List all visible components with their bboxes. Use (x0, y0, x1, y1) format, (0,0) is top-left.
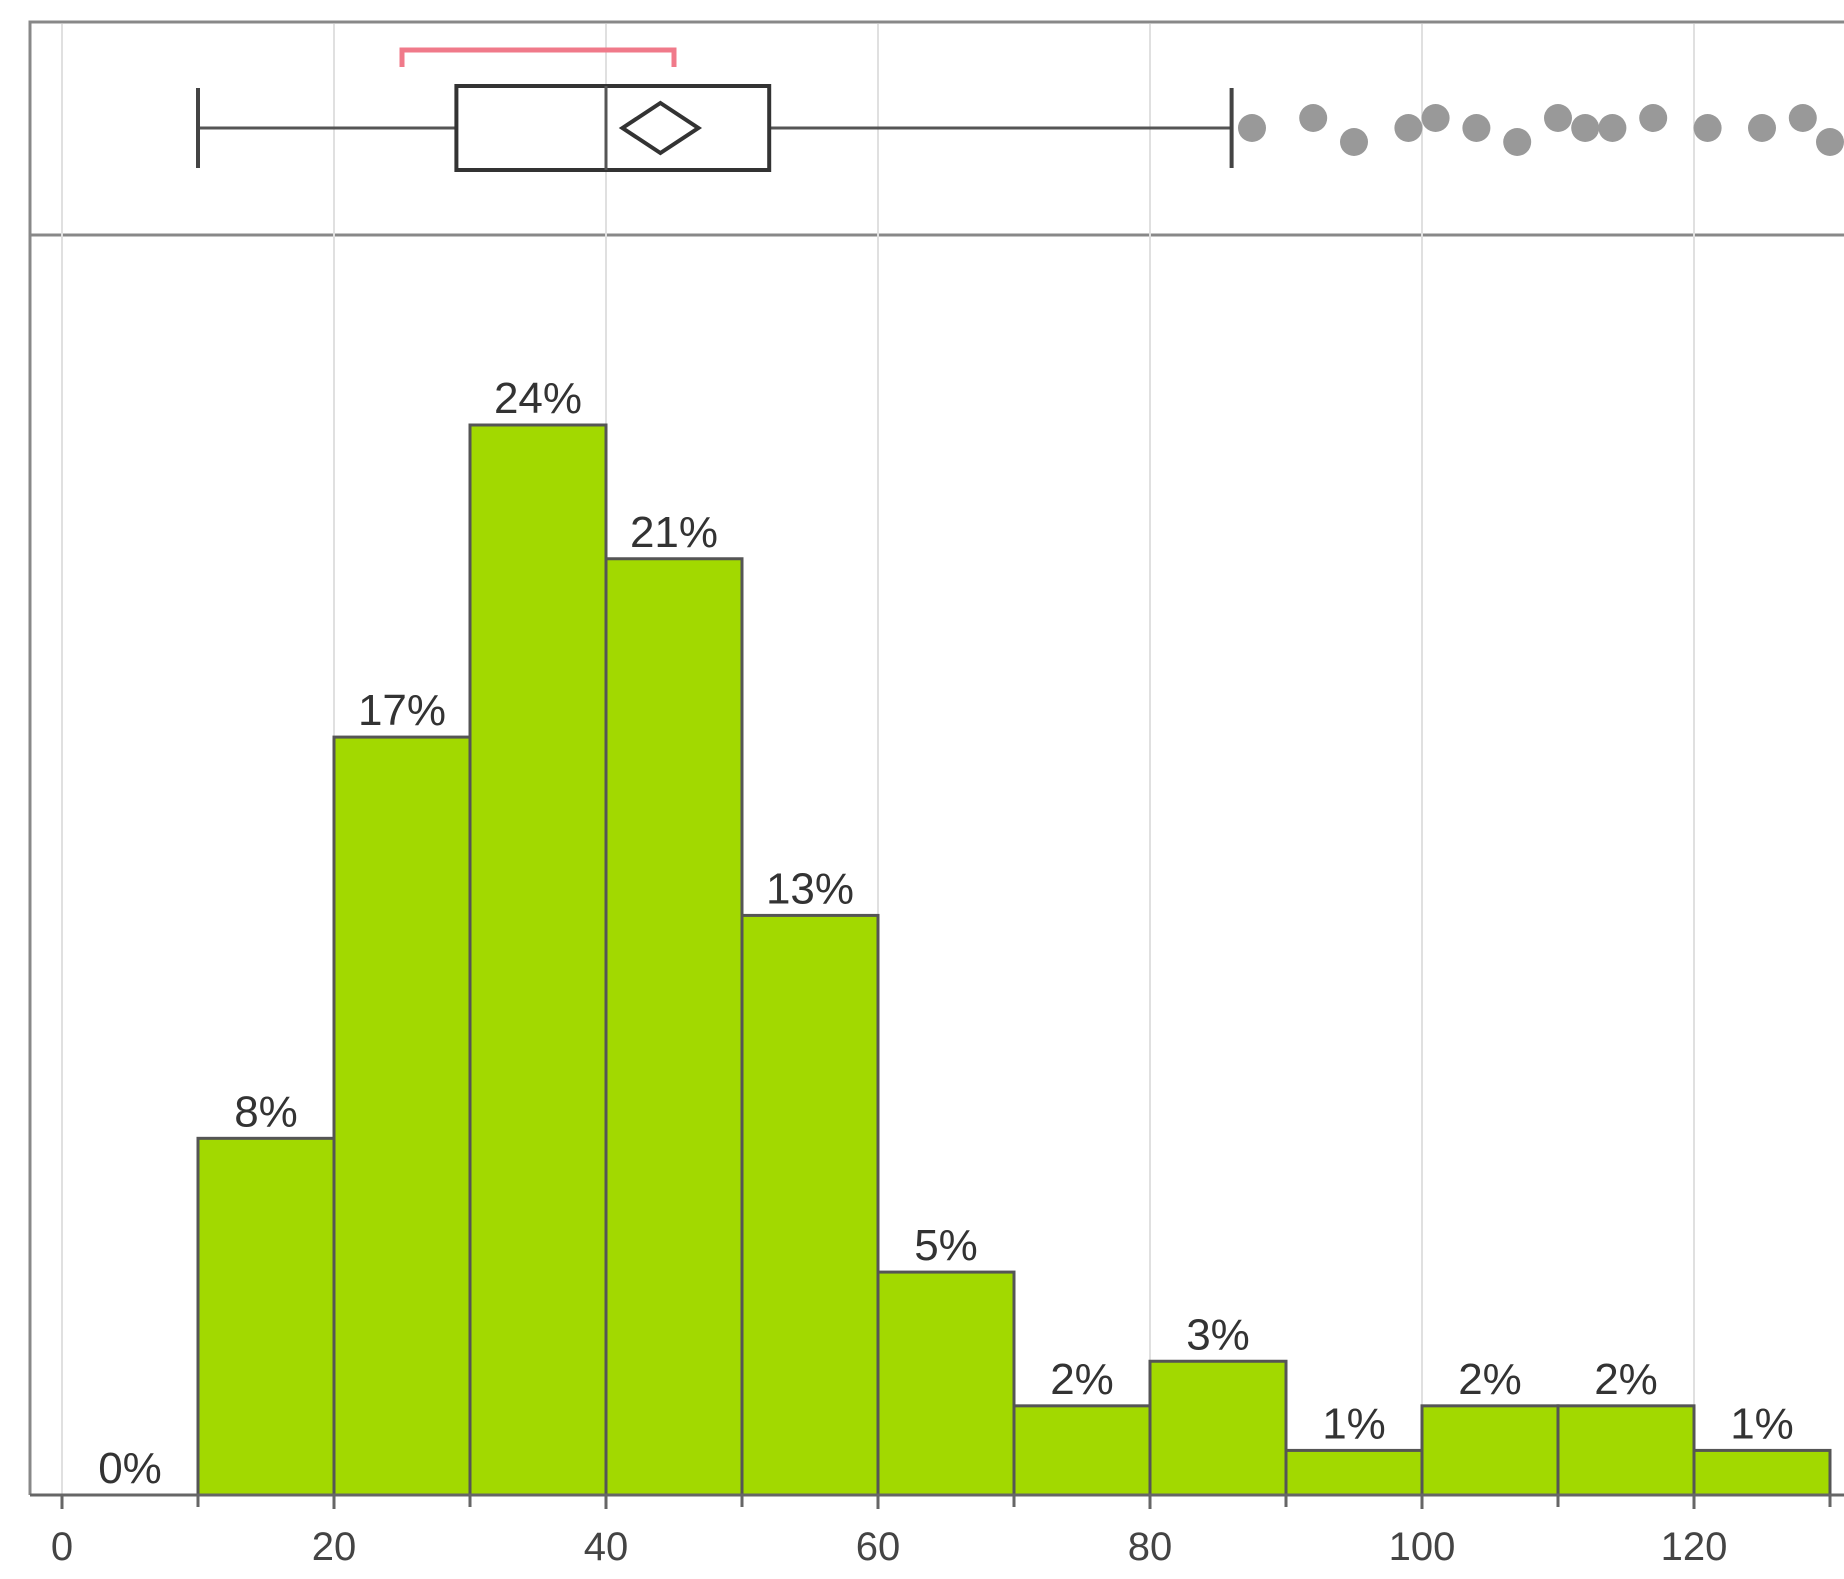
bar-label-50-60: 13% (766, 864, 854, 913)
x-tick-label-0: 0 (51, 1525, 73, 1569)
outlier-point (1544, 104, 1572, 132)
outlier-point (1421, 104, 1450, 132)
outlier-point (1503, 128, 1532, 156)
bar-20-30 (332, 735, 472, 1497)
bar-label-110-120: 2% (1594, 1355, 1658, 1404)
bar-100-110 (1420, 1404, 1560, 1497)
bar-label-30-40: 24% (494, 374, 582, 423)
outlier-point (1639, 104, 1668, 132)
boxplot-panel-border (28, 20, 1844, 237)
bar-50-60 (740, 913, 880, 1497)
bar-120-130 (1692, 1448, 1832, 1497)
plot-frame (28, 20, 1844, 1495)
bar-90-100 (1284, 1448, 1424, 1497)
outlier-point (1693, 114, 1722, 142)
bar-label-100-110: 2% (1458, 1355, 1522, 1404)
bar-label-60-70: 5% (914, 1221, 978, 1270)
bar-label-20-30: 17% (358, 686, 446, 735)
x-tick-label-40: 40 (584, 1525, 629, 1569)
outlier-point (1299, 104, 1328, 132)
boxplot-panel (196, 47, 1844, 172)
bar-label-80-90: 3% (1186, 1310, 1250, 1359)
bar-label-40-50: 21% (630, 508, 718, 557)
bar-30-40 (468, 423, 608, 1497)
bar-label-120-130: 1% (1730, 1399, 1794, 1448)
outlier-point (1238, 114, 1266, 142)
mean-diamond (618, 100, 703, 156)
x-tick-label-60: 60 (856, 1525, 901, 1569)
x-axis: 0 20 40 60 80 100 120 (30, 1493, 1844, 1569)
histogram-bars (196, 423, 1832, 1497)
bar-60-70 (876, 1270, 1016, 1497)
x-tick-label-120: 120 (1661, 1525, 1728, 1569)
bar-value-labels: 0% 8% 17% 24% 21% 13% 5% 2% 3% 1% 2% 2% 1% (98, 374, 1794, 1493)
bar-70-80 (1012, 1404, 1152, 1497)
bar-label-70-80: 2% (1050, 1355, 1114, 1404)
outlier-point (1340, 128, 1368, 156)
bar-110-120 (1556, 1404, 1696, 1497)
outlier-point (1816, 128, 1844, 156)
bar-label-90-100: 1% (1322, 1399, 1386, 1448)
outlier-point (1748, 114, 1776, 142)
outlier-point (1462, 114, 1491, 142)
outlier-point (1788, 104, 1817, 132)
outlier-point (1571, 114, 1600, 142)
x-tick-label-100: 100 (1389, 1525, 1456, 1569)
bar-40-50 (604, 557, 744, 1497)
bar-10-20 (196, 1136, 336, 1497)
iqr-box (454, 84, 772, 172)
x-tick-label-80: 80 (1128, 1525, 1173, 1569)
bar-label-0-10: 0% (98, 1444, 162, 1493)
bar-80-90 (1148, 1359, 1288, 1497)
mean-ci-bracket (399, 47, 677, 67)
bar-label-10-20: 8% (234, 1087, 298, 1136)
outlier-point (1598, 114, 1627, 142)
x-tick-label-20: 20 (312, 1525, 357, 1569)
outlier-point (1394, 114, 1423, 142)
